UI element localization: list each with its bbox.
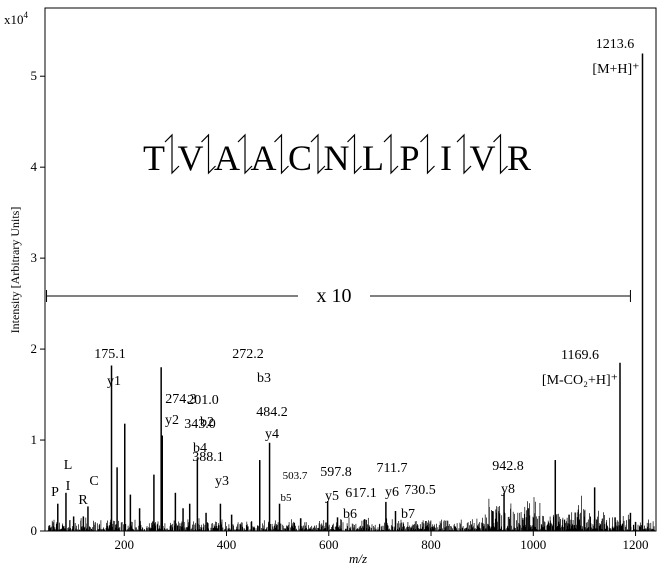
sequence-residue: T bbox=[143, 138, 165, 178]
immonium-label: P bbox=[51, 485, 59, 500]
fragment-mark bbox=[493, 133, 508, 175]
x-axis-label: m/z bbox=[349, 551, 367, 566]
y-tick-label: 0 bbox=[31, 523, 38, 538]
zoom-bracket bbox=[46, 290, 631, 302]
y-axis-label: Intensity [Arbitrary Units] bbox=[8, 207, 22, 334]
peak-ion-label: b4 bbox=[193, 441, 207, 456]
x-axis: 200 400 600 800 1000 1200 bbox=[115, 531, 649, 552]
y-tick-label: 5 bbox=[31, 68, 38, 83]
peak-ion-label: y2 bbox=[165, 413, 179, 428]
peak-labels: 175.1 y1 201.0 b2 272.2 b3 274.3 y2 343.0 b4388.1… bbox=[94, 37, 639, 522]
x-tick-label: 1000 bbox=[520, 537, 546, 552]
plot-frame bbox=[44, 7, 657, 532]
x-tick-label: 400 bbox=[217, 537, 237, 552]
peak-ion-label: [M+H]⁺ bbox=[592, 62, 639, 77]
zoom-label: x 10 bbox=[317, 285, 352, 307]
peak-ion-label: b5 bbox=[281, 492, 293, 504]
immonium-label: I bbox=[66, 479, 71, 494]
sequence-residue: C bbox=[288, 138, 312, 178]
peak-mz-label: 730.5 bbox=[404, 483, 436, 498]
sequence-residue: N bbox=[324, 138, 350, 178]
y-tick-label: 2 bbox=[31, 341, 38, 356]
spectrum-peaks bbox=[57, 53, 644, 531]
peak-mz-label: 388.1 bbox=[192, 450, 224, 465]
fragment-mark bbox=[383, 133, 399, 175]
immonium-label: L bbox=[64, 458, 73, 473]
peak-mz-label: 597.8 bbox=[320, 465, 352, 480]
y-multiplier: x104 bbox=[4, 10, 29, 27]
peak-mz-label: 343.0 bbox=[184, 417, 216, 432]
peak-ion-label: y4 bbox=[265, 427, 279, 442]
y-tick-label: 3 bbox=[31, 250, 38, 265]
peak-mz-label: 711.7 bbox=[377, 461, 408, 476]
fragment-mark bbox=[310, 133, 326, 175]
peak-mz-label: 484.2 bbox=[256, 405, 288, 420]
peak-mz-label: 1213.6 bbox=[596, 37, 635, 52]
peak-ion-label: [M-CO₂+H]⁺ bbox=[542, 373, 618, 388]
sequence-residue: I bbox=[440, 138, 452, 178]
x-tick-label: 800 bbox=[421, 537, 441, 552]
peak-ion-label: b7 bbox=[401, 507, 415, 522]
peak-mz-label: 201.0 bbox=[187, 393, 219, 408]
y-axis: 0 1 2 3 4 5 bbox=[31, 68, 45, 538]
peak-mz-label: 1169.6 bbox=[561, 348, 599, 363]
peak-mz-label: 175.1 bbox=[94, 347, 126, 362]
peak-ion-label: y1 bbox=[107, 374, 121, 389]
sequence-residue: V bbox=[470, 138, 496, 178]
fragment-mark bbox=[274, 133, 289, 175]
peak-ion-label: b2 bbox=[200, 415, 214, 430]
peak-ion-label: y5 bbox=[325, 489, 339, 504]
peak-mz-label: 617.1 bbox=[345, 486, 377, 501]
y-tick-label: 4 bbox=[31, 159, 38, 174]
sequence-residue: V bbox=[178, 138, 204, 178]
peak-mz-label: 274.3 bbox=[165, 392, 197, 407]
immonium-label: R bbox=[78, 493, 88, 508]
sequence-residue: L bbox=[362, 138, 384, 178]
fragment-mark bbox=[420, 133, 435, 175]
x-tick-label: 600 bbox=[319, 537, 339, 552]
x-tick-label: 1200 bbox=[623, 537, 649, 552]
x-tick-label: 200 bbox=[115, 537, 135, 552]
fragment-mark bbox=[237, 133, 253, 175]
peak-ion-label: y8 bbox=[501, 482, 515, 497]
immonium-label: C bbox=[89, 474, 98, 489]
fragment-mark bbox=[164, 133, 180, 175]
plot-border bbox=[44, 7, 657, 532]
peak-mz-label: 272.2 bbox=[232, 347, 264, 362]
sequence-residue: A bbox=[214, 138, 240, 178]
sequence-residue: R bbox=[507, 138, 531, 178]
sequence-residue: A bbox=[251, 138, 277, 178]
fragment-mark bbox=[347, 133, 362, 175]
fragment-mark bbox=[456, 133, 472, 175]
peak-ion-label: y3 bbox=[215, 474, 229, 489]
peak-mz-label: 503.7 bbox=[283, 470, 308, 482]
fragment-mark bbox=[201, 133, 216, 175]
peak-mz-label: 942.8 bbox=[492, 459, 524, 474]
peak-ion-label: y6 bbox=[385, 485, 399, 500]
peak-ion-label: b3 bbox=[257, 371, 271, 386]
y-tick-label: 1 bbox=[31, 432, 38, 447]
peak-ion-label: b6 bbox=[343, 507, 357, 522]
sequence-residue: P bbox=[399, 138, 419, 178]
